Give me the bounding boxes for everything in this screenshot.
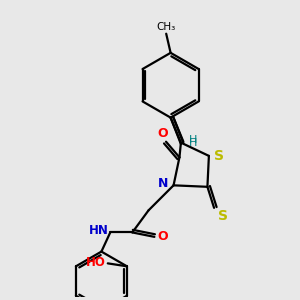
Text: O: O	[158, 230, 168, 243]
Text: H: H	[189, 138, 197, 148]
Text: HN: HN	[89, 224, 109, 238]
Text: CH₃: CH₃	[157, 22, 176, 32]
Text: N: N	[158, 177, 168, 190]
Text: HO: HO	[85, 256, 105, 269]
Text: O: O	[157, 127, 168, 140]
Text: S: S	[214, 149, 224, 163]
Text: S: S	[218, 209, 229, 223]
Text: H: H	[189, 135, 197, 145]
